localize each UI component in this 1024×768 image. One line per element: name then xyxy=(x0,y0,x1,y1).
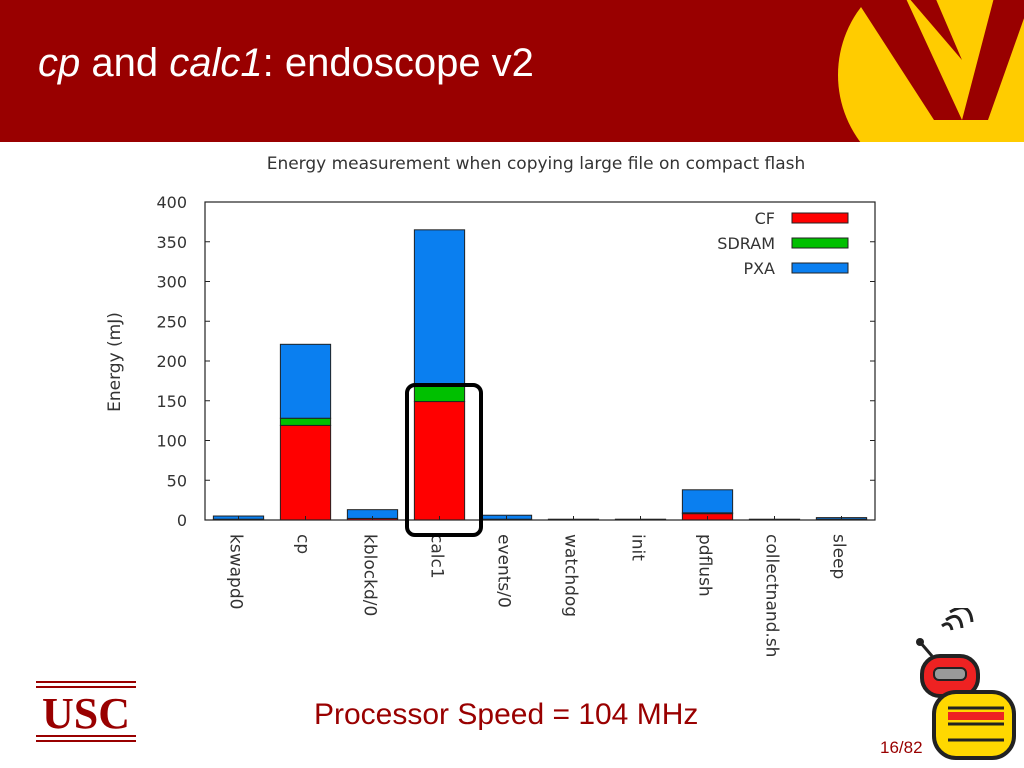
y-tick-label: 150 xyxy=(156,392,187,411)
bar-cf xyxy=(279,424,332,521)
legend-swatch xyxy=(791,237,849,249)
title-and: and xyxy=(80,41,170,85)
legend-label: PXA xyxy=(743,259,775,278)
y-tick-label: 400 xyxy=(156,193,187,212)
usc-logo: USC xyxy=(36,681,136,742)
slide-title: cp and calc1: endoscope v2 xyxy=(38,38,534,88)
plot-frame xyxy=(204,201,876,521)
bar-cf xyxy=(413,401,466,521)
legend-label: CF xyxy=(755,209,775,228)
page-number: 16/82 xyxy=(880,738,923,757)
legend-swatch xyxy=(791,212,849,224)
chart-legend: CF SDRAM PXA xyxy=(717,209,849,278)
calc1-highlight-box xyxy=(405,383,483,537)
x-tick-label: pdflush xyxy=(695,534,715,597)
bar-sdram xyxy=(279,417,332,426)
x-tick-label: kswapd0 xyxy=(226,534,246,609)
x-tick-label: collectnand.sh xyxy=(762,534,782,657)
bar-pxa xyxy=(279,343,332,419)
x-tick-label: kblockd/0 xyxy=(360,534,380,616)
processor-speed-caption: Processor Speed = 104 MHz xyxy=(314,698,699,731)
y-axis-ticks: 0 50 100 150 200 250 300 350 400 xyxy=(156,193,875,530)
x-tick-label: watchdog xyxy=(561,534,581,617)
y-tick-label: 350 xyxy=(156,233,187,252)
x-tick-label: events/0 xyxy=(494,534,514,608)
bar-group xyxy=(212,229,868,521)
x-tick-label: cp xyxy=(293,534,313,554)
y-tick-label: 300 xyxy=(156,273,187,292)
x-tick-label: init xyxy=(628,534,648,561)
y-tick-label: 0 xyxy=(177,511,187,530)
title-rest: : endoscope v2 xyxy=(262,41,534,85)
title-calc1: calc1 xyxy=(169,41,263,85)
usc-logo-text: USC xyxy=(42,689,130,738)
university-v-logo xyxy=(838,0,1024,142)
y-tick-label: 250 xyxy=(156,312,187,331)
energy-chart: Energy measurement when copying large fi… xyxy=(105,154,876,657)
legend-swatch xyxy=(791,262,849,274)
x-tick-label: calc1 xyxy=(427,534,447,579)
robot-mascot-icon xyxy=(916,608,1016,760)
title-cp: cp xyxy=(38,41,81,85)
chart-title: Energy measurement when copying large fi… xyxy=(267,154,806,174)
y-axis-label: Energy (mJ) xyxy=(105,312,125,412)
y-tick-label: 200 xyxy=(156,352,187,371)
slide-header: cp and calc1: endoscope v2 xyxy=(0,0,1024,142)
y-tick-label: 100 xyxy=(156,432,187,451)
x-tick-label: sleep xyxy=(829,534,849,579)
bar-pxa xyxy=(681,489,734,514)
x-axis-labels: kswapd0 cp kblockd/0 calc1 events/0 watchdog i… xyxy=(226,534,849,657)
legend-label: SDRAM xyxy=(717,234,775,253)
bar-sdram xyxy=(413,384,466,403)
bar-pxa xyxy=(413,229,466,386)
y-tick-label: 50 xyxy=(167,471,187,490)
